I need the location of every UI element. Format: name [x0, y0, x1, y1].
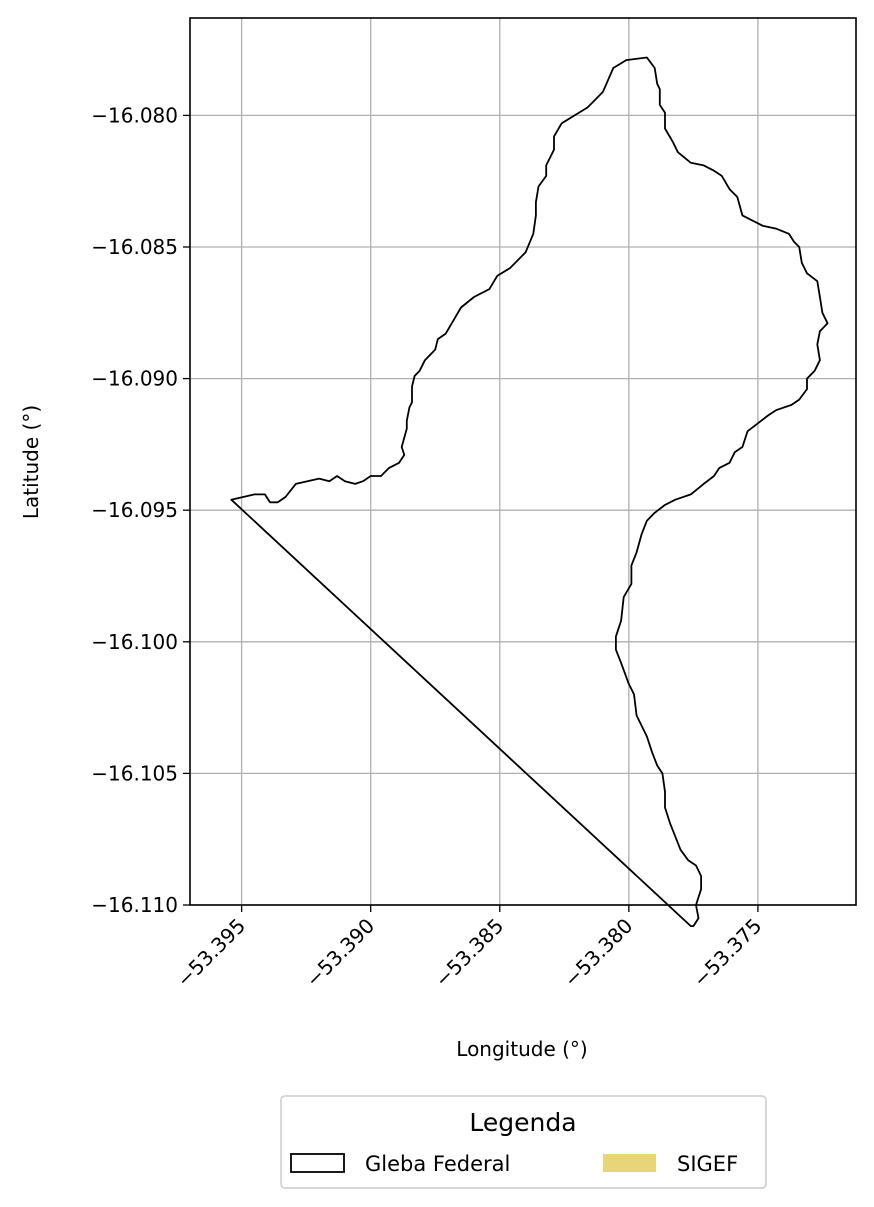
gleba-federal-boundary — [230, 56, 829, 927]
legend: Legenda Gleba Federal SIGEF — [280, 1095, 767, 1189]
plot-area — [189, 17, 857, 927]
legend-label: SIGEF — [677, 1152, 738, 1176]
x-axis-title: Longitude (°) — [456, 1037, 587, 1061]
legend-entries: Gleba Federal SIGEF — [290, 1152, 738, 1176]
gleba-federal-swatch — [290, 1153, 345, 1173]
sigef-swatch — [603, 1154, 656, 1172]
y-axis-title: Latitude (°) — [19, 405, 43, 519]
y-tick-label: −16.105 — [91, 761, 178, 785]
legend-title: Legenda — [469, 1108, 576, 1137]
y-tick-label: −16.100 — [91, 630, 178, 654]
y-tick-label: −16.110 — [91, 893, 178, 917]
y-axis: −16.080 −16.085 −16.090 −16.095 −16.100 −16.1… — [91, 103, 190, 917]
y-tick-label: −16.090 — [91, 367, 178, 391]
legend-label: Gleba Federal — [365, 1152, 510, 1176]
map-layers — [230, 56, 829, 927]
y-tick-label: −16.095 — [91, 498, 178, 522]
y-tick-label: −16.080 — [91, 103, 178, 127]
y-tick-label: −16.085 — [91, 235, 178, 259]
axes-frame — [189, 17, 857, 906]
